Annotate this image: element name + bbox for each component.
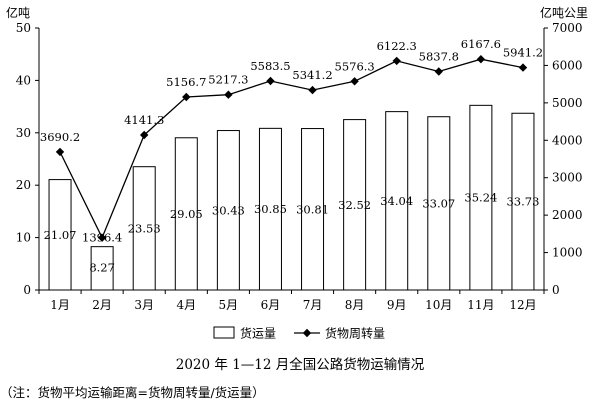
line-marker — [308, 85, 317, 95]
line-marker — [476, 55, 486, 64]
bar — [90, 246, 114, 291]
plot-area: 0 10 20 30 40 50 0 1000 2000 3000 4000 5000 6000 7000… — [16, 21, 583, 312]
bar — [385, 111, 409, 291]
legend-label-bar: 货运量 — [240, 326, 276, 341]
right-axis-tick-label: 1000 — [552, 246, 583, 260]
right-axis-tick-label: 7000 — [552, 21, 583, 35]
left-axis-tick-label: 30 — [16, 126, 31, 140]
right-axis-tick-label: 4000 — [552, 133, 583, 147]
x-axis-tick-label: 5月 — [219, 298, 239, 312]
x-axis-tick-label: 2月 — [92, 298, 112, 312]
right-axis-tick-label: 6000 — [552, 58, 583, 72]
right-axis-tick-label: 0 — [552, 283, 560, 297]
legend-marker — [302, 328, 312, 338]
legend-swatch-bar — [213, 326, 235, 339]
line-data-label: 5156.7 — [166, 75, 206, 89]
bar — [258, 127, 282, 291]
line-data-label: 5837.8 — [419, 49, 459, 63]
line-data-label: 5941.2 — [503, 46, 543, 60]
line-data-label: 6122.3 — [377, 39, 417, 53]
bar — [511, 112, 535, 291]
right-axis-tick-label: 2000 — [552, 208, 583, 222]
left-axis-tick-label: 10 — [16, 231, 31, 245]
line-data-label: 1396.4 — [82, 231, 122, 245]
right-axis-unit: 亿吨公里 — [540, 5, 588, 20]
bar — [469, 104, 493, 291]
line-data-label: 5583.5 — [250, 59, 290, 73]
x-axis-tick-label: 6月 — [261, 298, 281, 312]
line-data-label: 4141.3 — [124, 113, 164, 127]
x-axis-tick-label: 12月 — [509, 298, 536, 312]
x-axis-tick-label: 4月 — [176, 298, 196, 312]
bar-data-label: 34.04 — [380, 194, 413, 208]
bar — [427, 116, 451, 291]
bar-data-label: 30.43 — [212, 203, 245, 217]
line-data-label: 5576.3 — [335, 59, 375, 73]
left-axis-tick-label: 50 — [16, 21, 31, 35]
x-axis-tick-label: 9月 — [387, 298, 407, 312]
line-marker — [140, 130, 149, 140]
bar-data-label: 29.05 — [170, 207, 203, 221]
line-marker — [392, 56, 401, 66]
line-marker — [182, 92, 191, 102]
x-axis-tick-label: 8月 — [345, 298, 365, 312]
line-marker — [350, 77, 359, 86]
line-data-label: 5341.2 — [292, 68, 332, 82]
line-marker — [224, 90, 233, 99]
bar — [301, 128, 325, 291]
chart-note: （注：货物平均运输距离=货物周转量/货运量） — [0, 385, 265, 400]
left-axis-tick-label: 20 — [16, 178, 31, 192]
line-marker — [266, 76, 275, 86]
bar-data-label: 35.24 — [464, 191, 497, 205]
bar-data-label: 21.07 — [44, 228, 77, 242]
x-axis-tick-label: 10月 — [425, 298, 452, 312]
bar-data-label: 30.81 — [296, 202, 329, 216]
bar-data-label: 30.85 — [254, 202, 287, 216]
x-axis-tick-label: 7月 — [303, 298, 323, 312]
line-marker — [97, 233, 107, 242]
line-data-label: 6167.6 — [461, 37, 501, 51]
bar-data-label: 23.53 — [128, 221, 161, 235]
bar — [174, 137, 198, 291]
left-axis-tick-label: 40 — [16, 73, 31, 87]
left-axis-unit: 亿吨 — [6, 5, 30, 20]
bar — [132, 166, 156, 291]
line-marker — [434, 67, 443, 76]
bar-data-label: 33.73 — [506, 195, 539, 209]
line-series-path — [59, 58, 524, 240]
chart-title: 2020 年 1—12 月全国公路货物运输情况 — [176, 356, 425, 373]
x-axis-tick-label: 11月 — [467, 298, 494, 312]
x-axis-tick-label: 3月 — [134, 298, 154, 312]
bar — [216, 130, 240, 291]
right-axis-tick-label: 5000 — [552, 96, 583, 110]
line-data-label: 5217.3 — [208, 73, 248, 87]
bar — [343, 119, 367, 291]
right-axis-tick-label: 3000 — [552, 171, 583, 185]
left-axis-tick-label: 0 — [23, 283, 31, 297]
line-marker — [518, 63, 528, 72]
line-marker — [55, 147, 65, 157]
bar-data-label: 8.27 — [89, 261, 115, 275]
bar — [48, 179, 72, 291]
x-axis-tick-label: 1月 — [50, 298, 70, 312]
bar-data-label: 32.52 — [338, 198, 371, 212]
bar-data-label: 33.07 — [422, 196, 455, 210]
legend: 货运量 货物周转量 — [213, 326, 385, 341]
line-data-label: 3690.2 — [40, 130, 80, 144]
legend-label-line: 货物周转量 — [325, 326, 385, 341]
